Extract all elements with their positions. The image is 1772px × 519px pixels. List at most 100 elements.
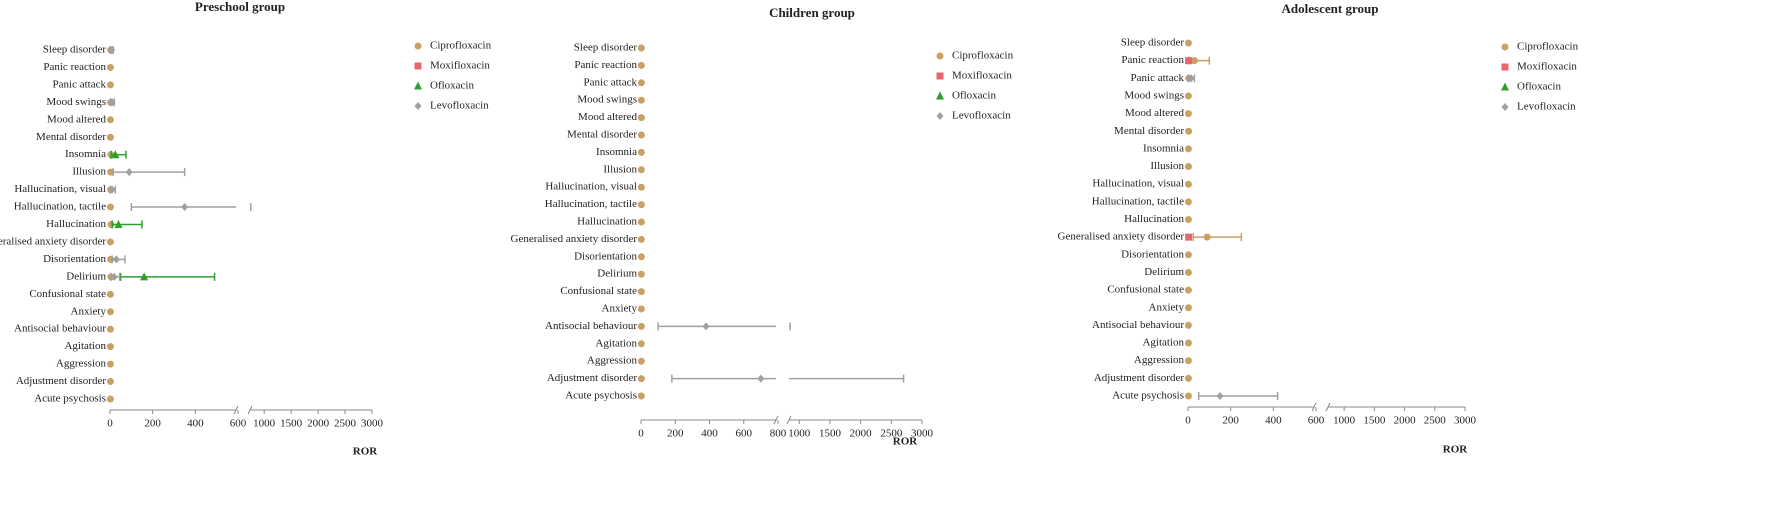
point (181, 203, 189, 212)
chart-title: Adolescent group (1282, 1, 1379, 16)
point (1184, 180, 1192, 188)
y-tick-label: Panic reaction (574, 59, 637, 71)
x-tick-label: 0 (1185, 415, 1191, 427)
point (114, 220, 123, 228)
legend-marker (414, 81, 422, 90)
point (637, 235, 645, 243)
y-tick-label: Panic attack (53, 78, 107, 90)
legend-label: Levofloxacin (1517, 101, 1576, 113)
point (637, 340, 645, 348)
legend-label: Ciprofloxacin (1517, 41, 1579, 53)
y-tick-label: Sleep disorder (1121, 37, 1185, 49)
legend-label: Ciprofloxacin (952, 50, 1014, 62)
x-tick-label: 400 (1265, 415, 1282, 427)
legend-label: Moxifloxacin (952, 70, 1012, 82)
x-tick-label: 400 (701, 428, 718, 440)
point (1184, 163, 1192, 171)
y-tick-label: Mental disorder (36, 131, 106, 143)
y-tick-label: Panic attack (584, 76, 638, 88)
point (106, 360, 114, 368)
point (1184, 268, 1192, 276)
point (637, 270, 645, 278)
point (140, 272, 149, 281)
y-tick-label: Anxiety (71, 305, 107, 317)
x-tick-label: 200 (1222, 415, 1239, 427)
y-tick-label: Agitation (1142, 337, 1184, 349)
x-tick-label: 2500 (880, 428, 903, 440)
y-tick-label: Aggression (56, 358, 107, 370)
y-tick-label: Panic reaction (1121, 54, 1184, 66)
point (1184, 145, 1192, 153)
legend-marker (936, 52, 944, 60)
legend-label: Levofloxacin (430, 100, 489, 112)
y-tick-label: Panic reaction (43, 61, 106, 73)
point (112, 255, 120, 264)
y-tick-label: Generalised anxiety disorder (0, 235, 106, 247)
y-tick-label: Antisocial behaviour (545, 320, 637, 332)
point (1184, 339, 1192, 347)
x-tick-label: 600 (230, 418, 247, 430)
point (125, 168, 133, 177)
point (1184, 374, 1192, 382)
y-tick-label: Anxiety (1149, 301, 1185, 313)
point (106, 238, 114, 246)
point (106, 63, 114, 71)
y-tick-label: Adjustment disorder (547, 372, 637, 384)
y-tick-label: Confusional state (29, 288, 106, 300)
x-tick-label: 3000 (361, 418, 384, 430)
y-tick-label: Delirium (66, 270, 106, 282)
y-tick-label: Antisocial behaviour (1092, 319, 1184, 331)
x-tick-label: 3000 (1454, 415, 1477, 427)
point (106, 378, 114, 386)
x-axis-label: ROR (893, 436, 919, 448)
y-tick-label: Disorientation (43, 253, 106, 265)
x-tick-label: 1500 (1363, 415, 1386, 427)
point (1185, 233, 1193, 241)
point (108, 185, 116, 194)
x-tick-label: 2000 (307, 418, 330, 430)
x-tick-label: 600 (1308, 415, 1325, 427)
point (110, 272, 118, 281)
x-tick-label: 0 (107, 418, 113, 430)
point (1185, 127, 1193, 135)
point (1187, 74, 1195, 83)
y-tick-label: Hallucination, tactile (14, 201, 106, 213)
y-tick-label: Mood swings (577, 94, 637, 106)
point (1185, 57, 1193, 65)
point (106, 290, 114, 298)
y-tick-label: Mood altered (47, 113, 106, 125)
y-tick-label: Mood altered (578, 111, 637, 123)
point (106, 343, 114, 351)
legend-marker (1501, 103, 1509, 111)
y-tick-label: Agitation (64, 340, 106, 352)
point (1184, 110, 1192, 118)
point (1184, 198, 1192, 206)
y-tick-label: Insomnia (1143, 142, 1184, 154)
y-tick-label: Mood swings (1124, 89, 1184, 101)
point (637, 305, 645, 313)
point (637, 61, 645, 69)
x-tick-label: 2000 (1394, 415, 1417, 427)
point (1203, 233, 1211, 241)
point (106, 133, 114, 141)
y-tick-label: Delirium (1144, 266, 1184, 278)
y-tick-label: Hallucination, visual (545, 181, 637, 193)
legend-label: Moxifloxacin (1517, 61, 1577, 73)
y-tick-label: Hallucination, visual (14, 183, 106, 195)
y-tick-label: Insomnia (65, 148, 106, 160)
x-tick-label: 3000 (911, 428, 934, 440)
x-tick-label: 1000 (1333, 415, 1356, 427)
legend-marker (414, 42, 422, 50)
point (1184, 392, 1192, 400)
point (1184, 357, 1192, 365)
axis-break (773, 415, 779, 425)
point (637, 131, 645, 139)
y-tick-label: Sleep disorder (43, 44, 107, 56)
y-tick-label: Acute psychosis (34, 393, 106, 405)
y-tick-label: Aggression (587, 355, 638, 367)
y-tick-label: Delirium (597, 268, 637, 280)
x-tick-label: 2500 (334, 418, 357, 430)
legend-label: Ofloxacin (1517, 81, 1561, 93)
axis-break (1311, 402, 1317, 412)
